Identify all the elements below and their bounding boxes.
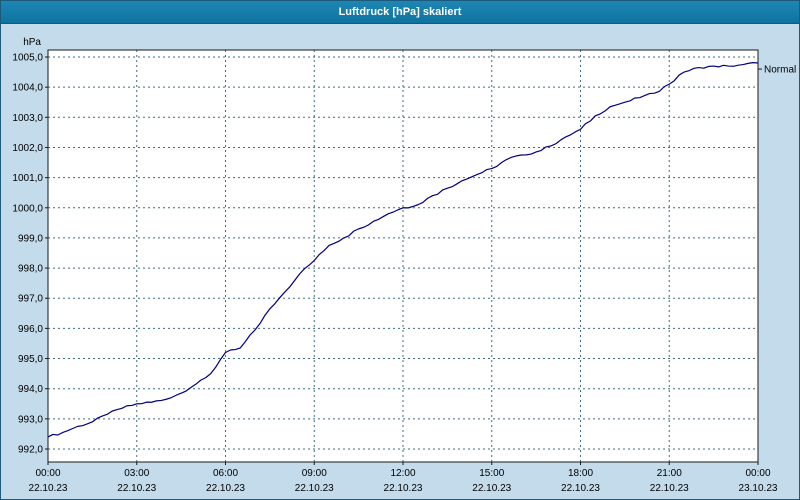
- titlebar: Luftdruck [hPa] skaliert: [1, 1, 799, 24]
- y-tick-label: 992,0: [18, 445, 43, 456]
- x-tick-time-label: 03:00: [124, 468, 149, 479]
- x-tick-time-label: 12:00: [390, 468, 415, 479]
- y-tick-label: 997,0: [18, 294, 43, 305]
- x-tick-date-label: 22.10.23: [206, 483, 245, 494]
- pressure-line-chart: 992,0 993,0 994,0 995,0 996,0 997,0 998,0 999,0…: [12, 37, 796, 494]
- window-title: Luftdruck [hPa] skaliert: [338, 6, 462, 18]
- x-tick-time-label: 21:00: [657, 468, 682, 479]
- x-tick-time-label: 00:00: [35, 468, 60, 479]
- normal-marker-label: Normal: [764, 65, 796, 76]
- y-tick-label: 1005,0: [12, 53, 43, 64]
- gridlines: [48, 50, 758, 462]
- y-tick-label: 994,0: [18, 384, 43, 395]
- x-tick-date-label: 22.10.23: [472, 483, 511, 494]
- x-tick-date-label: 22.10.23: [117, 483, 156, 494]
- y-tick-label: 996,0: [18, 324, 43, 335]
- x-tick-date-label: 22.10.23: [650, 483, 689, 494]
- x-tick-time-label: 00:00: [745, 468, 770, 479]
- pressure-series-line: [47, 62, 759, 438]
- y-tick-label: 1003,0: [12, 113, 43, 124]
- x-tick-time-label: 15:00: [479, 468, 504, 479]
- y-tick-label: 995,0: [18, 354, 43, 365]
- y-tick-label: 999,0: [18, 233, 43, 244]
- y-tick-label: 1000,0: [12, 203, 43, 214]
- y-tick-label: 1002,0: [12, 143, 43, 154]
- y-tick-label: 998,0: [18, 264, 43, 275]
- x-tick-time-label: 09:00: [302, 468, 327, 479]
- x-tick-time-label: 06:00: [213, 468, 238, 479]
- x-tick-date-label: 23.10.23: [739, 483, 778, 494]
- y-axis-unit-label: hPa: [23, 37, 41, 48]
- x-tick-date-label: 22.10.23: [384, 483, 423, 494]
- x-tick-date-label: 22.10.23: [561, 483, 600, 494]
- x-tick-date-label: 22.10.23: [29, 483, 68, 494]
- x-tick-date-label: 22.10.23: [295, 483, 334, 494]
- chart-panel: 992,0 993,0 994,0 995,0 996,0 997,0 998,0 999,0…: [1, 24, 799, 499]
- y-tick-label: 1004,0: [12, 83, 43, 94]
- y-tick-label: 1001,0: [12, 173, 43, 184]
- y-tick-label: 993,0: [18, 414, 43, 425]
- x-tick-time-label: 18:00: [568, 468, 593, 479]
